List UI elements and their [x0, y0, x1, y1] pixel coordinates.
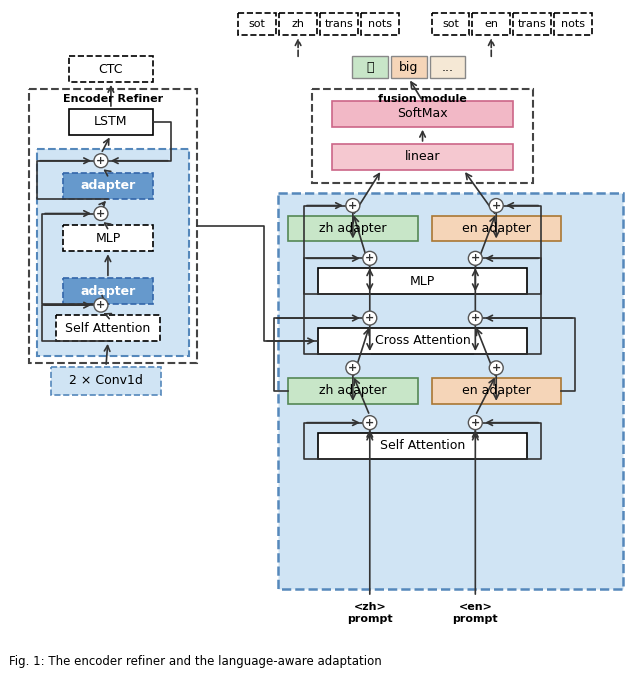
Text: nots: nots — [561, 20, 585, 29]
Text: adapter: adapter — [80, 179, 136, 192]
Text: big: big — [399, 61, 419, 74]
Bar — [288, 215, 417, 242]
Text: trans: trans — [324, 20, 353, 29]
Text: prompt: prompt — [452, 614, 498, 624]
Bar — [312, 89, 533, 183]
Circle shape — [468, 251, 483, 265]
Text: +: + — [492, 200, 501, 211]
Text: MLP: MLP — [95, 232, 120, 245]
Bar — [431, 14, 469, 35]
Text: +: + — [470, 253, 480, 263]
Text: LSTM: LSTM — [94, 115, 127, 128]
Text: +: + — [365, 253, 374, 263]
Text: 你: 你 — [366, 61, 374, 74]
Text: en adapter: en adapter — [462, 384, 531, 398]
Text: adapter: adapter — [80, 285, 136, 298]
Circle shape — [94, 154, 108, 167]
Text: Encoder Refiner: Encoder Refiner — [63, 94, 163, 104]
Bar — [332, 144, 513, 169]
Circle shape — [489, 198, 503, 213]
Text: Self Attention: Self Attention — [380, 439, 465, 452]
Bar — [51, 367, 161, 395]
Bar — [37, 148, 189, 356]
Text: trans: trans — [518, 20, 547, 29]
Bar — [56, 315, 160, 341]
Text: en adapter: en adapter — [462, 222, 531, 235]
Text: +: + — [365, 313, 374, 323]
Text: SoftMax: SoftMax — [397, 107, 448, 120]
Text: zh adapter: zh adapter — [319, 384, 387, 398]
Bar — [429, 56, 465, 78]
Circle shape — [468, 416, 483, 429]
Text: zh: zh — [292, 20, 305, 29]
Text: <zh>: <zh> — [353, 602, 386, 612]
Bar — [278, 192, 623, 589]
Bar — [288, 378, 417, 404]
Bar — [352, 56, 388, 78]
Text: +: + — [97, 156, 106, 166]
Bar — [29, 89, 196, 363]
Text: 2 × Conv1d: 2 × Conv1d — [69, 375, 143, 387]
Text: linear: linear — [405, 151, 440, 163]
Bar — [318, 268, 527, 294]
Bar — [361, 14, 399, 35]
Text: Self Attention: Self Attention — [65, 321, 150, 335]
Bar — [318, 328, 527, 354]
Text: Fig. 1: The encoder refiner and the language-aware adaptation: Fig. 1: The encoder refiner and the lang… — [10, 655, 382, 668]
Text: +: + — [470, 313, 480, 323]
Text: +: + — [492, 363, 501, 373]
Circle shape — [363, 251, 377, 265]
Text: MLP: MLP — [410, 275, 435, 288]
Bar — [63, 278, 153, 304]
Text: CTC: CTC — [99, 63, 123, 76]
Text: prompt: prompt — [347, 614, 392, 624]
Circle shape — [363, 311, 377, 325]
Text: ...: ... — [442, 61, 454, 74]
Text: +: + — [470, 418, 480, 428]
Text: +: + — [348, 200, 358, 211]
Text: zh adapter: zh adapter — [319, 222, 387, 235]
Text: nots: nots — [368, 20, 392, 29]
Bar — [69, 56, 153, 82]
Bar — [238, 14, 276, 35]
Bar — [390, 56, 426, 78]
Bar — [513, 14, 551, 35]
Bar — [431, 215, 561, 242]
Bar — [279, 14, 317, 35]
Bar — [63, 225, 153, 251]
Text: Cross Attention: Cross Attention — [374, 335, 470, 348]
Circle shape — [363, 416, 377, 429]
Bar — [431, 378, 561, 404]
Text: +: + — [348, 363, 358, 373]
Text: sot: sot — [249, 20, 266, 29]
Circle shape — [94, 298, 108, 312]
Circle shape — [489, 361, 503, 375]
Bar — [332, 101, 513, 127]
Text: en: en — [484, 20, 499, 29]
Text: fusion module: fusion module — [378, 94, 467, 104]
Circle shape — [346, 361, 360, 375]
Bar — [318, 433, 527, 458]
Circle shape — [346, 198, 360, 213]
Text: sot: sot — [442, 20, 459, 29]
Bar — [320, 14, 358, 35]
Bar — [63, 173, 153, 198]
Circle shape — [468, 311, 483, 325]
Circle shape — [94, 207, 108, 221]
Text: +: + — [97, 300, 106, 310]
Text: +: + — [365, 418, 374, 428]
Bar — [554, 14, 592, 35]
Bar — [472, 14, 510, 35]
Text: +: + — [97, 209, 106, 219]
Bar — [69, 109, 153, 135]
Text: <en>: <en> — [458, 602, 492, 612]
